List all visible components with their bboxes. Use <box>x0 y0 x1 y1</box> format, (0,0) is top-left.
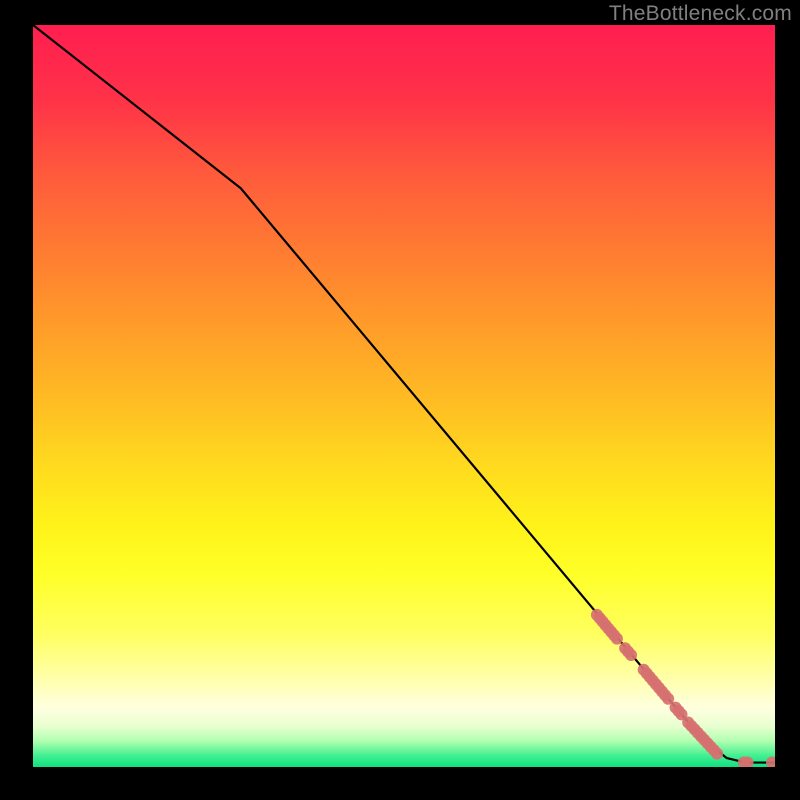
chart-background-gradient <box>33 25 775 767</box>
bottleneck-chart <box>33 25 775 767</box>
data-point <box>611 633 623 645</box>
data-point <box>625 649 637 661</box>
data-point <box>711 748 723 760</box>
chart-frame: TheBottleneck.com <box>0 0 800 800</box>
attribution-text: TheBottleneck.com <box>609 2 792 26</box>
